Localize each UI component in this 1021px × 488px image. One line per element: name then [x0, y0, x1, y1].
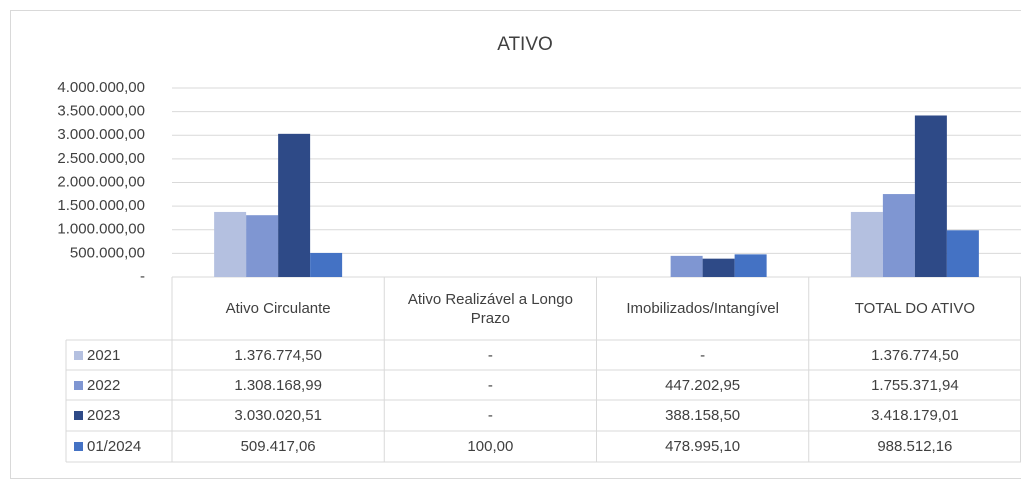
table-value: 1.376.774,50 [871, 346, 959, 364]
legend-key [74, 411, 83, 420]
legend-key [74, 380, 83, 390]
y-tick-label: 500.000,00 [70, 244, 145, 261]
table-value: 1.755.371,94 [871, 376, 959, 394]
table-value: 478.995,10 [665, 438, 741, 455]
bar [310, 252, 343, 277]
bar [246, 215, 279, 277]
bar [670, 255, 703, 277]
table-value: 447.202,95 [665, 376, 741, 394]
legend-key [74, 442, 83, 451]
y-tick-label: 4.000.000,00 [57, 79, 145, 96]
bar [278, 133, 311, 277]
category-header: TOTAL DO ATIVO [854, 300, 976, 317]
legend-entry: 2021 [66, 340, 172, 370]
legend-label: 2021 [87, 346, 121, 364]
category-header: Ativo Realizável a Longo Prazo [407, 290, 573, 327]
y-tick-label: 3.000.000,00 [57, 126, 145, 143]
y-tick-label: - [140, 268, 145, 285]
table-value: 3.418.179,01 [871, 407, 959, 424]
y-tick-label: 2.500.000,00 [57, 150, 145, 167]
category-header: Imobilizados/Intangível [626, 300, 779, 317]
bar [214, 211, 247, 277]
table-value: 509.417,06 [240, 438, 316, 455]
table-value: 988.512,16 [877, 438, 953, 455]
chart-title: ATIVO [497, 34, 553, 55]
legend-key [74, 350, 83, 360]
legend-label: 01/2024 [87, 438, 142, 455]
bar [946, 230, 979, 277]
y-tick-label: 1.500.000,00 [57, 197, 145, 214]
table-value: - [487, 376, 493, 394]
table-value: 388.158,50 [665, 407, 741, 424]
legend-label: 2022 [87, 376, 121, 394]
bar [734, 254, 767, 277]
legend-entry: 2022 [66, 370, 172, 400]
legend-entry: 2023 [66, 400, 172, 431]
table-value: - [487, 346, 493, 364]
bar [702, 258, 735, 277]
bar [882, 194, 915, 277]
table-value: 100,00 [467, 438, 514, 455]
table-value: 1.376.774,50 [234, 346, 322, 364]
bar [914, 115, 947, 277]
table-value: - [700, 346, 706, 364]
legend-entry: 01/2024 [66, 431, 172, 462]
y-tick-label: 1.000.000,00 [57, 221, 145, 238]
table-value: - [487, 407, 493, 424]
legend-label: 2023 [87, 407, 121, 424]
y-tick-label: 2.000.000,00 [57, 173, 145, 190]
table-value: 1.308.168,99 [234, 376, 322, 394]
bar [850, 211, 883, 277]
category-header: Ativo Circulante [225, 300, 331, 317]
table-value: 3.030.020,51 [234, 407, 322, 424]
y-tick-label: 3.500.000,00 [57, 103, 145, 120]
